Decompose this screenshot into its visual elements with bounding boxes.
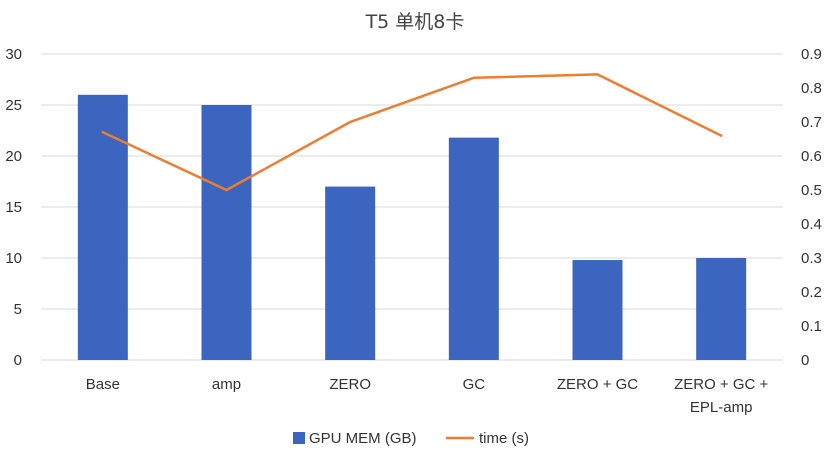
y-left-tick-label: 25: [5, 97, 22, 114]
line-point: [101, 131, 105, 134]
line-point: [348, 120, 352, 124]
y-right-tick-label: 0.3: [801, 250, 822, 267]
x-tick-label: GC: [463, 376, 486, 393]
legend-label-gpu-mem: GPU MEM (GB): [309, 430, 417, 447]
right-axis: 0 0.1 0.2 0.3 0.4 0.5 0.6 0.7 0.8 0.9: [801, 46, 822, 369]
y-right-tick-label: 0.5: [801, 182, 822, 199]
x-tick-label: ZERO + GC: [557, 376, 638, 393]
x-tick-label: amp: [212, 376, 241, 393]
gridlines: [41, 53, 783, 361]
x-tick-label: EPL-amp: [690, 399, 753, 416]
bar: [77, 94, 128, 361]
y-left-tick-label: 0: [14, 352, 22, 369]
y-right-tick-label: 0: [801, 352, 809, 369]
left-axis: 0 5 10 15 20 25 30: [5, 46, 22, 369]
y-right-tick-label: 0.7: [801, 114, 822, 131]
y-right-tick-label: 0.9: [801, 46, 822, 63]
y-right-tick-label: 0.4: [801, 216, 822, 233]
y-right-tick-label: 0.1: [801, 318, 822, 335]
legend-label-time: time (s): [479, 430, 529, 447]
y-right-tick-label: 0.6: [801, 148, 822, 165]
y-left-tick-label: 20: [5, 148, 22, 165]
line-point: [472, 76, 476, 80]
chart-title: T5 单机8卡: [365, 11, 465, 33]
y-left-tick-label: 10: [5, 250, 22, 267]
line-series: [101, 73, 723, 192]
series-line-time: [101, 73, 723, 192]
bar: [325, 186, 376, 360]
line-point: [719, 134, 723, 137]
y-left-tick-label: 30: [5, 46, 22, 63]
line-point: [225, 188, 228, 192]
x-tick-label: ZERO + GC +: [674, 376, 768, 393]
line-point: [596, 73, 599, 76]
bar: [572, 260, 623, 360]
x-tick-label: Base: [86, 376, 120, 393]
bar: [201, 105, 252, 360]
bar: [696, 258, 747, 360]
y-left-tick-label: 15: [5, 199, 22, 216]
legend: GPU MEM (GB) time (s): [293, 430, 529, 447]
bar: [448, 137, 499, 360]
y-right-tick-label: 0.8: [801, 80, 822, 97]
y-right-tick-label: 0.2: [801, 284, 822, 301]
bar-series: [77, 94, 747, 361]
legend-swatch-gpu-mem: [293, 432, 305, 444]
x-tick-label: ZERO: [329, 376, 371, 393]
x-axis: Base amp ZERO GC ZERO + GC ZERO + GC + EPL-amp: [86, 376, 769, 416]
y-left-tick-label: 5: [14, 301, 22, 318]
